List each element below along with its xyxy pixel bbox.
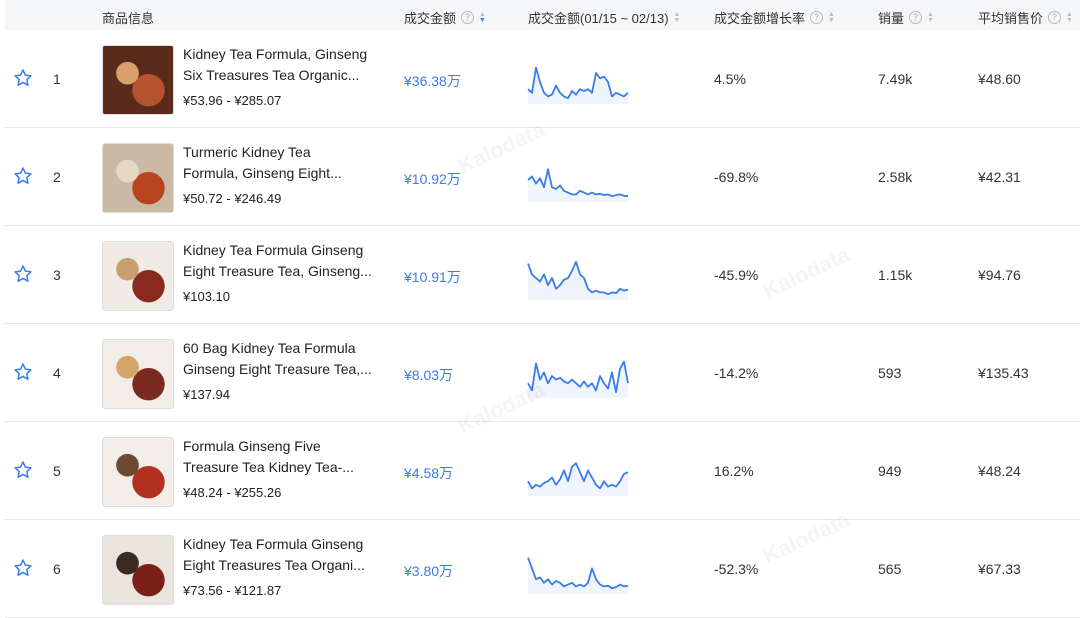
sparkline-line (527, 66, 629, 100)
product-title[interactable]: Formula Ginseng Five Treasure Tea Kidney … (183, 438, 354, 475)
star-icon[interactable] (13, 166, 33, 186)
sort-icon[interactable]: ▲ ▼ (673, 10, 681, 24)
gmv-sparkline (527, 168, 629, 202)
product-image[interactable] (102, 45, 174, 115)
rank: 6 (53, 561, 61, 577)
price-range: ¥53.96 - ¥285.07 (183, 93, 282, 108)
rank: 2 (53, 169, 61, 185)
product-image[interactable] (102, 437, 174, 507)
gmv-growth: 16.2% (714, 463, 754, 479)
sparkline-area (528, 261, 628, 300)
product-image[interactable] (102, 339, 174, 409)
sparkline-area (528, 463, 628, 496)
table-row[interactable]: 6 Kidney Tea Formula Ginseng Eight Treasu… (5, 520, 1080, 618)
sort-icon[interactable]: ▲ ▼ (828, 10, 835, 24)
sort-icon[interactable]: ▲ ▼ (1066, 10, 1073, 24)
avg-price: ¥48.24 (978, 463, 1021, 479)
rank: 5 (53, 463, 61, 479)
units-sold: 593 (878, 365, 902, 381)
sparkline-line (527, 557, 629, 590)
product-title[interactable]: Kidney Tea Formula, Ginseng Six Treasures… (183, 46, 368, 83)
gmv-sparkline (527, 557, 629, 594)
table-row[interactable]: 2 Turmeric Kidney Tea Formula, Ginseng Ei… (5, 128, 1080, 226)
product-title[interactable]: Turmeric Kidney Tea Formula, Ginseng Eigh… (183, 144, 342, 181)
rank: 3 (53, 267, 61, 283)
product-title[interactable]: Kidney Tea Formula Ginseng Eight Treasure… (183, 242, 372, 279)
col-gmv-growth[interactable]: 成交金额增长率? ▲ ▼ (714, 10, 835, 27)
help-icon[interactable]: ? (1048, 11, 1062, 24)
sparkline-area (528, 67, 628, 104)
help-icon[interactable]: ? (461, 11, 475, 24)
col-units[interactable]: 销量? ▲ ▼ (878, 10, 934, 27)
price-range: ¥48.24 - ¥255.26 (183, 485, 282, 500)
gmv-growth: -52.3% (714, 561, 759, 577)
avg-price: ¥135.43 (978, 365, 1029, 381)
star-icon[interactable] (13, 264, 33, 284)
units-sold: 949 (878, 463, 902, 479)
product-title[interactable]: 60 Bag Kidney Tea Formula Ginseng Eight T… (183, 340, 372, 377)
gmv-value: ¥36.38万 (404, 73, 461, 89)
gmv-value: ¥4.58万 (404, 465, 454, 481)
sort-icon[interactable]: ▲ ▼ (927, 10, 934, 24)
star-icon[interactable] (13, 362, 33, 382)
col-product-info: 商品信息 (102, 11, 155, 26)
gmv-value: ¥3.80万 (404, 563, 454, 579)
rank: 4 (53, 365, 61, 381)
units-sold: 2.58k (878, 169, 913, 185)
col-gmv-trend[interactable]: 成交金额(01/15 ~ 02/13) ▲ ▼ (528, 10, 681, 27)
price-range: ¥137.94 (183, 387, 230, 402)
rank: 1 (53, 71, 61, 87)
units-sold: 7.49k (878, 71, 913, 87)
avg-price: ¥67.33 (978, 561, 1021, 577)
sparkline-area (528, 361, 628, 398)
table-row[interactable]: 5 Formula Ginseng Five Treasure Tea Kidne… (5, 422, 1080, 520)
price-range: ¥103.10 (183, 289, 230, 304)
table-row[interactable]: 4 60 Bag Kidney Tea Formula Ginseng Eight… (5, 324, 1080, 422)
avg-price: ¥48.60 (978, 71, 1021, 87)
gmv-value: ¥10.92万 (404, 171, 461, 187)
units-sold: 565 (878, 561, 902, 577)
table-row[interactable]: 1 Kidney Tea Formula, Ginseng Six Treasur… (5, 30, 1080, 128)
units-sold: 1.15k (878, 267, 913, 283)
col-gmv[interactable]: 成交金额? ▲ ▼ (404, 10, 486, 27)
product-image[interactable] (102, 535, 174, 605)
product-image[interactable] (102, 143, 174, 213)
gmv-value: ¥8.03万 (404, 367, 454, 383)
table-row[interactable]: 3 Kidney Tea Formula Ginseng Eight Treasu… (5, 226, 1080, 324)
sparkline-line (527, 260, 629, 296)
sparkline-line (527, 462, 629, 490)
gmv-value: ¥10.91万 (404, 269, 461, 285)
price-range: ¥73.56 - ¥121.87 (183, 583, 282, 598)
sort-icon[interactable]: ▲ ▼ (479, 10, 486, 24)
star-icon[interactable] (13, 68, 33, 88)
sparkline-line (527, 168, 629, 198)
product-image[interactable] (102, 241, 174, 311)
gmv-growth: -69.8% (714, 169, 759, 185)
gmv-sparkline (527, 360, 629, 398)
gmv-growth: -14.2% (714, 365, 759, 381)
gmv-sparkline (527, 66, 629, 104)
star-icon[interactable] (13, 558, 33, 578)
table-header: 商品信息 成交金额? ▲ ▼ 成交金额(01/15 ~ 02/13) ▲ ▼ 成交金额增… (5, 0, 1080, 30)
help-icon[interactable]: ? (810, 11, 824, 24)
price-range: ¥50.72 - ¥246.49 (183, 191, 282, 206)
avg-price: ¥94.76 (978, 267, 1021, 283)
gmv-growth: 4.5% (714, 71, 746, 87)
gmv-sparkline (527, 462, 629, 496)
col-avg-price[interactable]: 平均销售价? ▲ ▼ (978, 10, 1073, 27)
gmv-sparkline (527, 260, 629, 300)
gmv-growth: -45.9% (714, 267, 759, 283)
avg-price: ¥42.31 (978, 169, 1021, 185)
product-title[interactable]: Kidney Tea Formula Ginseng Eight Treasure… (183, 536, 365, 573)
sparkline-line (527, 360, 629, 394)
star-icon[interactable] (13, 460, 33, 480)
help-icon[interactable]: ? (909, 11, 923, 24)
sparkline-area (528, 169, 628, 202)
